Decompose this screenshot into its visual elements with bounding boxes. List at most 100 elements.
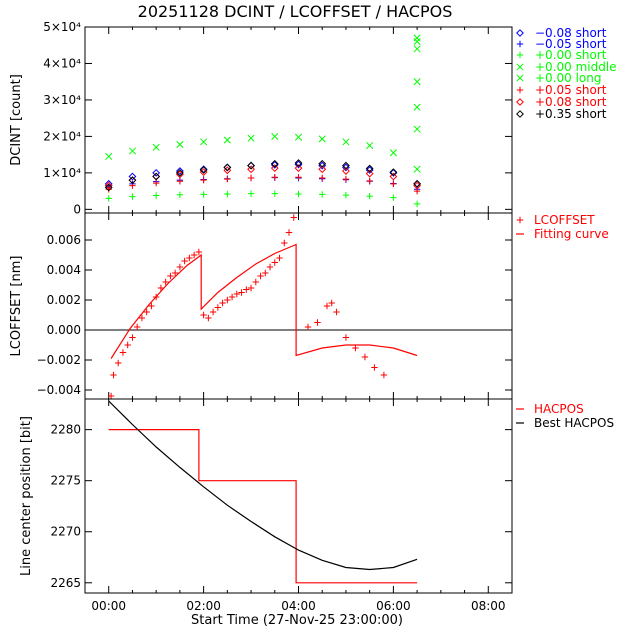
legend-entry: +0.35 short [516,107,607,121]
data-point [342,138,350,146]
data-point [342,161,350,170]
data-point [171,269,179,277]
data-point [294,133,303,141]
data-point [205,314,212,322]
data-point [342,175,350,183]
y-tick-label: 4×10⁴ [43,56,81,70]
series-4 [105,132,421,173]
data-point [328,299,335,307]
data-point [223,136,231,144]
y-tick-label: 0.006 [47,233,81,247]
data-point [366,141,374,150]
data-point [195,248,203,256]
legend-symbol [516,86,524,94]
data-point [133,323,141,331]
data-point [294,159,303,167]
y-tick-label: 0.004 [47,263,81,277]
data-point [276,254,283,262]
data-point [129,334,136,341]
series-1 [110,243,418,359]
data-point [271,190,278,197]
data-point [271,259,278,266]
legend-entry: Fitting curve [516,227,609,241]
data-point [247,174,255,182]
legend-entry: +0.00 long [516,71,602,85]
data-point [128,147,136,155]
data-point [124,341,131,349]
data-point [223,166,232,175]
data-point [167,272,174,280]
data-point [365,164,374,173]
data-point [352,344,359,352]
data-point [285,229,293,236]
legend-entry: LCOFFSET [516,213,595,227]
data-point [271,132,279,140]
data-point [413,125,421,133]
series-1 [108,400,418,571]
data-point [247,190,255,197]
data-point [389,168,398,177]
legend-symbol [516,63,524,71]
y-axis-label: DCINT [count] [9,74,24,166]
data-point [389,172,398,181]
y-tick-label: 3×10⁴ [43,93,81,107]
x-tick-label: 08:00 [471,599,506,613]
data-point [271,174,278,181]
x-tick-label: 06:00 [376,599,411,613]
series-line [110,243,418,359]
data-point [176,263,184,271]
legend-entry: −0.08 short [516,26,607,40]
x-tick-label: 00:00 [91,599,126,613]
data-point [200,191,207,198]
series-3 [413,34,421,133]
data-point [176,140,184,148]
data-point [152,179,160,187]
legend-entry: +0.05 short [516,83,607,97]
data-point [104,181,113,190]
data-point [270,164,279,173]
legend-label: HACPOS [534,402,584,416]
y-tick-label: 0.002 [47,293,81,307]
data-point [333,308,340,316]
data-point [157,284,165,292]
y-tick-label: 1×10⁴ [43,166,81,180]
data-point [295,190,302,198]
data-point [270,160,279,169]
data-point [319,174,326,182]
y-axis-label: Line center position [bit] [19,416,34,576]
data-point [266,263,274,271]
panel-hacpos: 2265 2270 2275 2280 Line center position [bi… [19,398,614,594]
data-point [175,168,184,177]
data-point [224,296,231,304]
data-point [200,138,208,146]
series-5 [105,174,421,195]
data-point [143,308,150,316]
data-point [257,272,264,280]
legend-label: +0.00 short [535,48,607,62]
data-point [148,302,155,310]
data-point [371,364,378,371]
legend-entry: −0.05 short [516,37,607,51]
data-point [247,284,255,292]
data-point [224,175,231,183]
data-point [176,178,184,185]
series-7 [104,159,422,192]
data-point [390,180,397,188]
data-point [304,323,312,331]
data-point [128,172,137,181]
y-tick-label: 5×10⁴ [43,20,81,34]
y-tick-label: 2×10⁴ [43,129,81,143]
legend-entry: +0.08 short [516,95,607,109]
legend-label: +0.05 short [535,83,607,97]
data-point [295,174,302,181]
data-point [290,214,297,221]
legend-label: Fitting curve [534,227,609,241]
data-point [318,159,327,168]
series-0 [107,214,388,400]
data-point [224,190,231,198]
legend-label: +0.00 long [535,71,602,85]
data-point [252,278,259,286]
